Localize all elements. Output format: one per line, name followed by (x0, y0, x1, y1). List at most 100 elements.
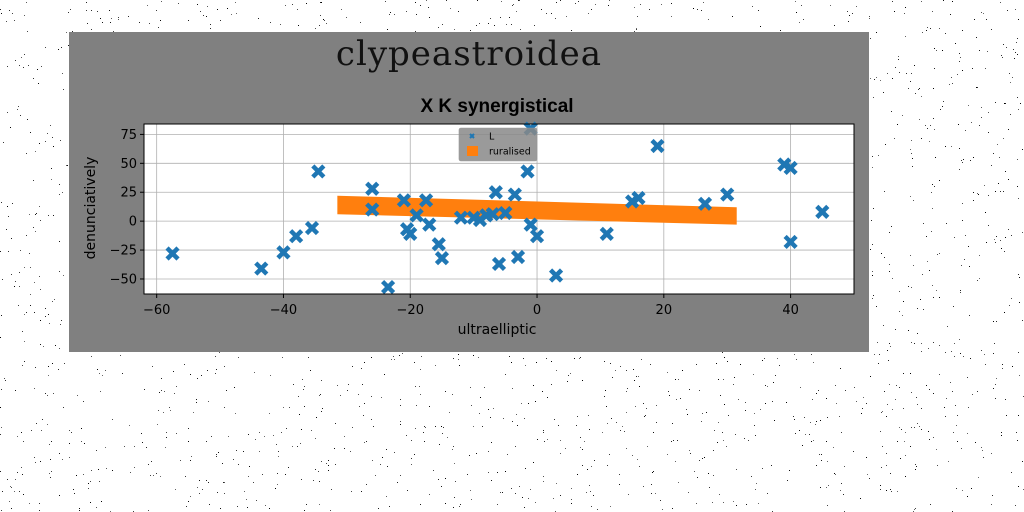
noise-dot (533, 462, 534, 463)
noise-dot (843, 494, 844, 495)
noise-dot (727, 361, 728, 362)
noise-dot (269, 508, 270, 509)
noise-dot (150, 475, 151, 476)
noise-dot (442, 433, 443, 434)
noise-dot (1, 202, 2, 203)
noise-dot (11, 508, 12, 509)
noise-dot (206, 480, 207, 481)
noise-dot (45, 316, 46, 317)
noise-dot (755, 489, 756, 490)
noise-dot (760, 409, 761, 410)
noise-dot (910, 255, 911, 256)
noise-dot (1017, 54, 1018, 55)
noise-dot (62, 192, 63, 193)
noise-dot (856, 401, 857, 402)
noise-dot (74, 493, 75, 494)
noise-dot (443, 427, 444, 428)
noise-dot (723, 440, 724, 441)
noise-dot (880, 431, 881, 432)
noise-dot (1018, 109, 1019, 110)
noise-dot (293, 384, 294, 385)
noise-dot (372, 460, 373, 461)
noise-dot (647, 446, 648, 447)
noise-dot (582, 449, 583, 450)
noise-dot (981, 12, 982, 13)
noise-dot (959, 339, 960, 340)
noise-dot (424, 441, 425, 442)
noise-dot (58, 49, 59, 50)
noise-dot (892, 1, 893, 2)
noise-dot (921, 351, 922, 352)
noise-dot (341, 9, 342, 10)
noise-dot (606, 406, 607, 407)
noise-dot (568, 375, 569, 376)
noise-dot (277, 473, 278, 474)
noise-dot (450, 8, 451, 9)
noise-dot (237, 506, 238, 507)
noise-dot (340, 395, 341, 396)
noise-dot (113, 31, 114, 32)
noise-dot (902, 115, 903, 116)
noise-dot (575, 3, 576, 4)
noise-dot (45, 393, 46, 394)
noise-dot (435, 426, 436, 427)
noise-dot (861, 413, 862, 414)
noise-dot (350, 451, 351, 452)
noise-dot (889, 343, 890, 344)
noise-dot (196, 399, 197, 400)
noise-dot (551, 384, 552, 385)
noise-dot (886, 453, 887, 454)
noise-dot (1002, 364, 1003, 365)
noise-dot (971, 488, 972, 489)
noise-dot (914, 343, 915, 344)
noise-dot (7, 66, 8, 67)
noise-dot (488, 472, 489, 473)
noise-dot (315, 438, 316, 439)
noise-dot (360, 22, 361, 23)
noise-dot (810, 422, 811, 423)
noise-dot (238, 357, 239, 358)
noise-dot (960, 290, 961, 291)
noise-dot (300, 443, 301, 444)
noise-dot (415, 428, 416, 429)
noise-dot (704, 457, 705, 458)
noise-dot (447, 437, 448, 438)
noise-dot (59, 453, 60, 454)
noise-dot (870, 376, 871, 377)
noise-dot (88, 488, 89, 489)
noise-dot (160, 20, 161, 21)
noise-dot (149, 23, 150, 24)
noise-dot (14, 286, 15, 287)
noise-dot (745, 410, 746, 411)
noise-dot (124, 446, 125, 447)
noise-dot (188, 428, 189, 429)
noise-dot (352, 366, 353, 367)
noise-dot (602, 432, 603, 433)
noise-dot (811, 441, 812, 442)
noise-dot (536, 362, 537, 363)
noise-dot (959, 53, 960, 54)
noise-dot (35, 231, 36, 232)
noise-dot (718, 379, 719, 380)
noise-dot (24, 361, 25, 362)
noise-dot (441, 426, 442, 427)
noise-dot (940, 109, 941, 110)
noise-dot (744, 438, 745, 439)
noise-dot (90, 481, 91, 482)
noise-dot (34, 312, 35, 313)
noise-dot (886, 465, 887, 466)
noise-dot (874, 79, 875, 80)
noise-dot (62, 73, 63, 74)
noise-dot (876, 306, 877, 307)
noise-dot (109, 10, 110, 11)
noise-dot (933, 297, 934, 298)
noise-dot (921, 138, 922, 139)
noise-dot (247, 507, 248, 508)
noise-dot (286, 428, 287, 429)
noise-dot (228, 436, 229, 437)
noise-dot (897, 441, 898, 442)
noise-dot (930, 28, 931, 29)
noise-dot (384, 374, 385, 375)
noise-dot (476, 25, 477, 26)
noise-dot (458, 11, 459, 12)
